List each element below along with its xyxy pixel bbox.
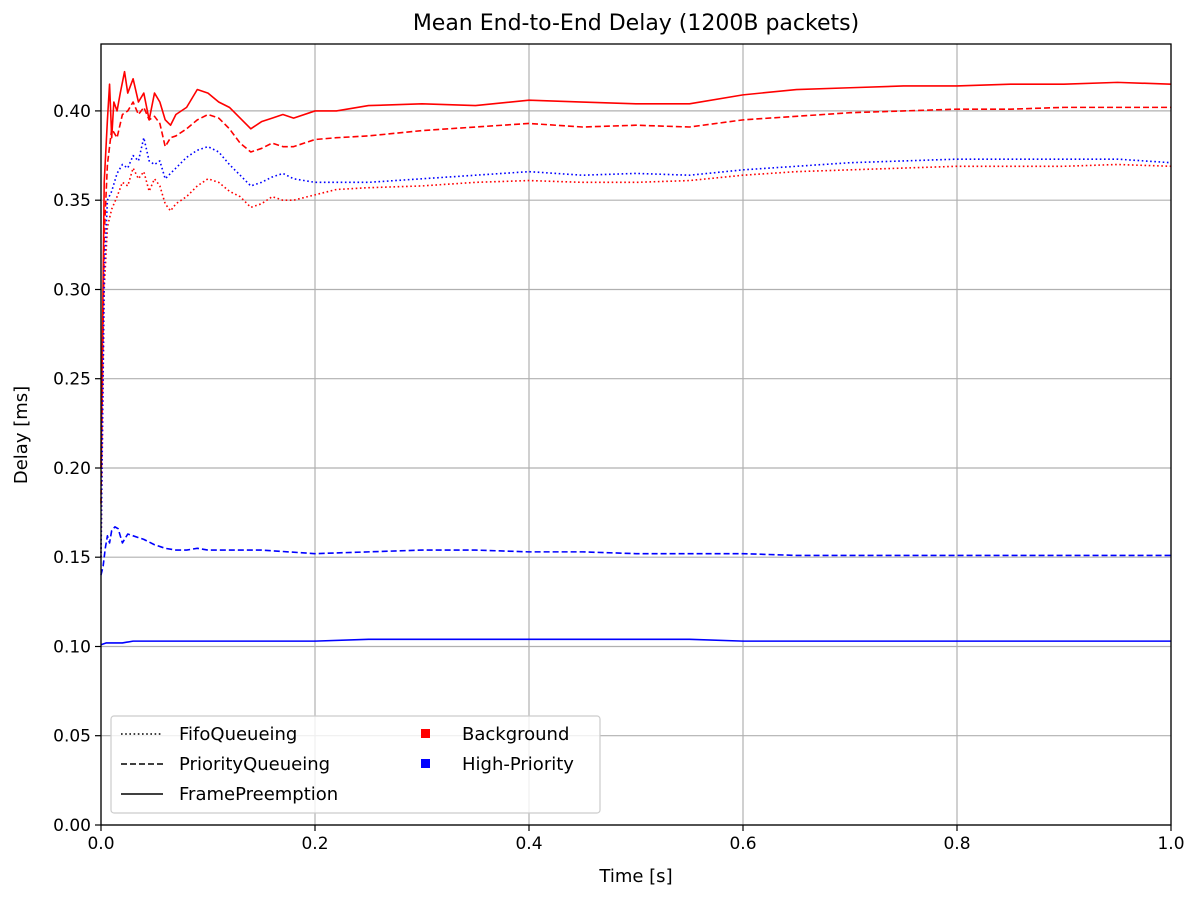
- x-tick-label: 0.2: [301, 834, 328, 854]
- x-axis-label: Time [s]: [598, 866, 672, 887]
- plot-series: [100, 70, 1172, 646]
- y-tick-label: 0.20: [53, 459, 91, 479]
- legend-swatch-background: [421, 729, 430, 738]
- y-tick-label: 0.05: [53, 727, 91, 747]
- x-tick-label: 0.4: [515, 834, 542, 854]
- x-tick-label: 0.6: [729, 834, 756, 854]
- legend-label-fifo: FifoQueueing: [179, 724, 297, 745]
- series-background-priorityqueueing: [100, 101, 1171, 504]
- x-tick-label: 0.0: [87, 834, 114, 854]
- legend-swatch-high-priority: [421, 759, 430, 768]
- series-high-priority-framepreemption: [100, 638, 1171, 646]
- y-tick-label: 0.35: [53, 191, 91, 211]
- y-tick-label: 0.15: [53, 548, 91, 568]
- axis-ticks: 0.0 0.2 0.4 0.6 0.8 1.0 0.00 0.05 0.10 0.15 0.20 0.…: [53, 102, 1184, 854]
- y-tick-label: 0.25: [53, 370, 91, 390]
- y-axis-label: Delay [ms]: [11, 386, 32, 484]
- legend: FifoQueueing PriorityQueueing FramePreem…: [110, 715, 601, 814]
- y-tick-label: 0.00: [53, 816, 91, 836]
- chart-title: Mean End-to-End Delay (1200B packets): [413, 11, 859, 36]
- legend-label-preemption: FramePreemption: [179, 784, 338, 805]
- legend-label-high-priority: High-Priority: [462, 754, 574, 775]
- plot-frame: [100, 43, 1172, 826]
- legend-label-priority: PriorityQueueing: [179, 754, 330, 775]
- series-background-framepreemption: [100, 70, 1172, 468]
- legend-label-background: Background: [462, 724, 569, 745]
- series-high-priority-priorityqueueing: [100, 526, 1171, 576]
- x-tick-label: 0.8: [943, 834, 970, 854]
- legend-box: [110, 715, 601, 814]
- y-tick-label: 0.40: [53, 102, 91, 122]
- y-tick-label: 0.10: [53, 638, 91, 658]
- x-tick-label: 1.0: [1157, 834, 1184, 854]
- y-tick-label: 0.30: [53, 281, 91, 301]
